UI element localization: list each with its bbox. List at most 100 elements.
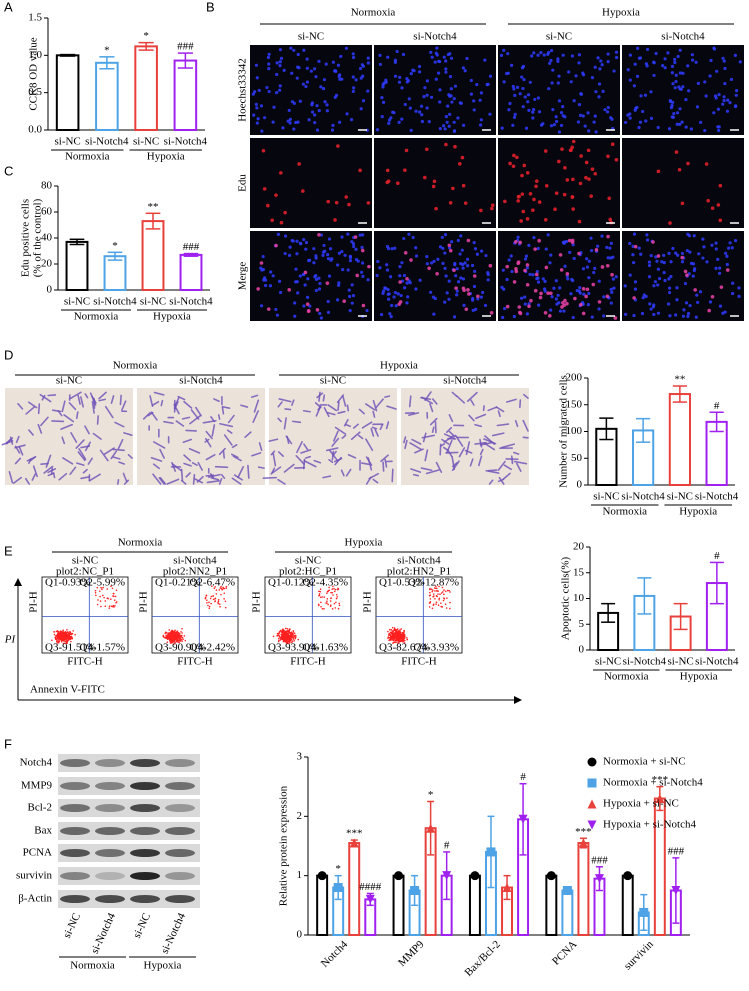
nucleus [593,267,596,270]
nucleus [524,303,527,306]
nucleus [551,69,554,72]
nucleus [486,271,489,274]
marker [623,871,632,880]
nucleus [463,261,466,264]
edu-nucleus [367,265,371,269]
event [436,590,438,592]
nucleus [302,304,305,307]
event [184,635,186,637]
nucleus [398,81,401,84]
nucleus [449,94,452,97]
marker [410,886,419,895]
nucleus [525,255,528,258]
nucleus [714,267,717,270]
nucleus [679,49,682,52]
nucleus [578,103,581,106]
event [429,595,431,597]
significance-label: #### [359,881,382,893]
event [205,597,207,599]
event [403,630,405,632]
edu-nucleus [584,176,588,180]
edu-nucleus [464,201,468,205]
nucleus [516,86,519,89]
event [331,592,333,594]
edu-nucleus [545,184,549,188]
panel-label: E [4,543,13,558]
event [67,634,69,636]
nucleus [602,90,605,93]
nucleus [559,309,562,312]
nucleus [652,284,655,287]
edu-nucleus [514,240,518,244]
nucleus [331,124,334,127]
event [218,599,220,601]
nucleus [551,108,554,111]
event [273,636,275,638]
nucleus [667,252,670,255]
event [443,600,445,602]
marker [318,871,327,880]
bar [96,63,118,130]
band [130,895,160,903]
edu-nucleus [560,147,564,151]
micrograph-background [374,231,496,321]
nucleus [277,233,280,236]
nucleus [400,86,403,89]
event [282,632,284,634]
nucleus [461,249,464,252]
event [217,602,219,604]
bar [470,876,480,935]
event [442,591,444,593]
edu-nucleus [566,178,570,182]
nucleus [594,66,597,69]
event [180,635,182,637]
event [214,600,216,602]
nucleus [444,233,447,236]
edu-nucleus [544,218,548,222]
significance-label: ### [177,41,194,53]
edu-nucleus [611,142,615,146]
nucleus [367,61,370,64]
nucleus [441,236,444,239]
edu-nucleus [385,181,389,185]
event [336,594,338,596]
edu-nucleus [451,187,455,191]
nucleus [314,75,317,78]
nucleus [615,275,618,278]
nucleus [311,110,314,113]
event [111,605,113,607]
event [429,606,431,608]
edu-nucleus [534,185,538,189]
nucleus [717,108,720,111]
significance-label: * [428,789,434,801]
nucleus [715,70,718,73]
edu-nucleus [432,185,436,189]
event [219,606,221,608]
nucleus [315,278,318,281]
protein-label: PCNA [23,847,52,859]
event [66,629,68,631]
edu-nucleus [342,299,346,303]
nucleus [609,116,612,119]
nucleus [539,51,542,54]
nucleus [447,298,450,301]
nucleus [425,255,428,258]
significance-label: *** [652,774,669,786]
edu-nucleus [344,195,348,199]
edu-nucleus [707,309,711,313]
nucleus [571,279,574,282]
edu-nucleus [577,252,581,256]
nucleus [581,71,584,74]
nucleus [255,64,258,67]
edu-nucleus [512,154,516,158]
nucleus [652,61,655,64]
nucleus [388,312,391,315]
micrograph [250,45,372,135]
nucleus [323,100,326,103]
nucleus [502,49,505,52]
nucleus [288,109,291,112]
nucleus [578,286,581,289]
quadrant-label: Q2-6.47% [189,577,235,589]
nucleus [527,109,530,112]
nucleus [612,286,615,289]
